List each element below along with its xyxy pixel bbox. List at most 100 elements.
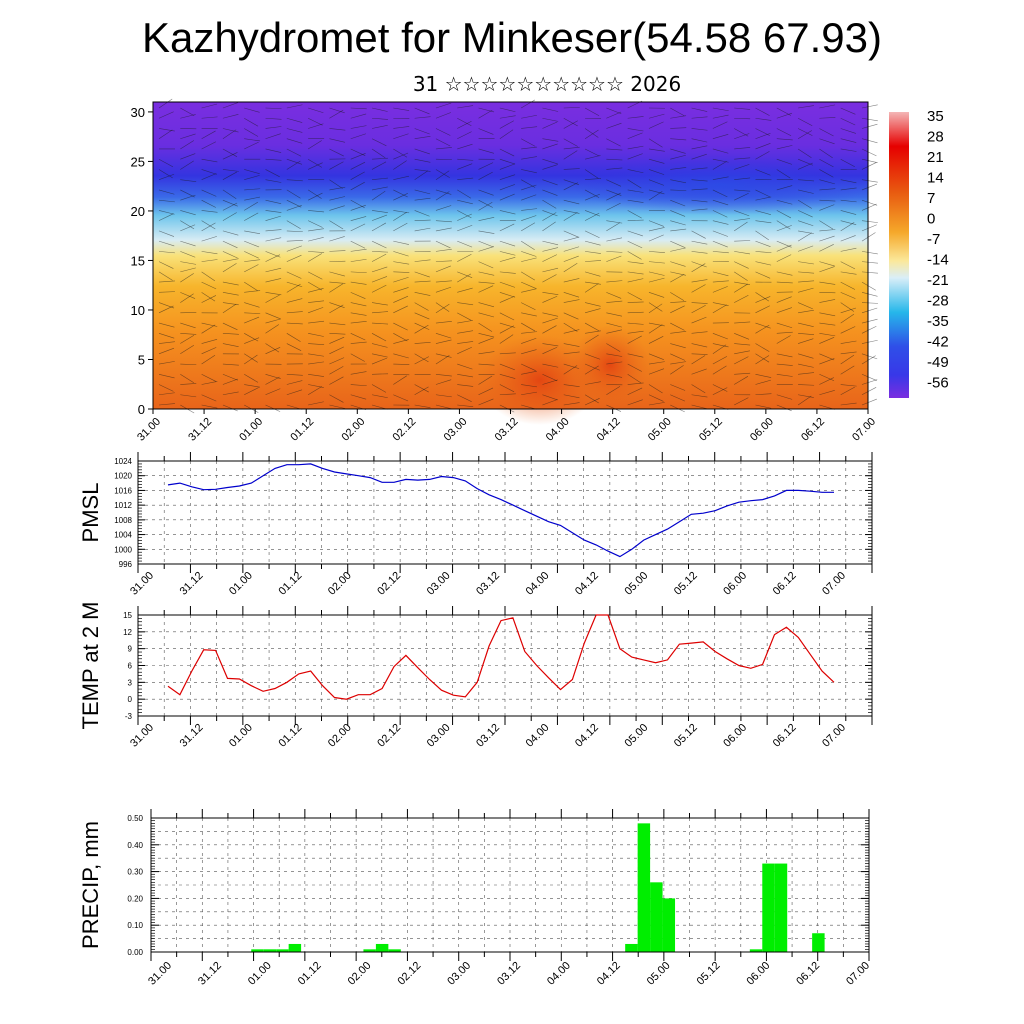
wind-barb [755, 355, 770, 365]
wind-barb [755, 393, 772, 396]
wind-barb [712, 384, 728, 392]
wind-barb [606, 222, 621, 232]
wind-barb [499, 363, 515, 371]
wind-barb [499, 163, 515, 170]
wind-barb [585, 251, 601, 254]
wind-barb [584, 365, 599, 375]
wind-barb [648, 158, 665, 164]
wind-barb [521, 288, 537, 293]
wind-barb [393, 107, 410, 111]
wind-barb [521, 156, 537, 160]
wind-barb [670, 353, 685, 361]
wind-barb [158, 98, 173, 109]
wind-barb [286, 117, 303, 123]
wind-barb [435, 147, 452, 150]
wind-barb [499, 384, 515, 393]
wind-barb [691, 188, 708, 191]
wind-barb [393, 287, 409, 293]
wind-barb [265, 318, 282, 324]
wind-barb [286, 343, 302, 351]
wind-barb [222, 171, 238, 180]
wind-barb [307, 253, 323, 262]
wind-barb [648, 324, 663, 334]
wind-barb [414, 136, 431, 140]
pmsl-y-ticks: 996 1000 1004 1008 1012 1016 1020 1024 [114, 457, 872, 569]
wind-barb [286, 254, 302, 262]
wind-barb [158, 158, 174, 168]
precip-x-tick-label: 31.12 [196, 960, 224, 988]
wind-barb [350, 320, 367, 324]
wind-barb [542, 121, 558, 129]
precip-bar [625, 943, 638, 952]
wind-barb [542, 107, 559, 112]
wind-barb [286, 298, 303, 303]
wind-barb [691, 167, 708, 170]
wind-barb [244, 281, 258, 292]
wind-barb [265, 117, 282, 120]
wind-barb [414, 197, 431, 201]
wind-barb [798, 261, 814, 265]
wind-barb [670, 115, 687, 119]
wind-barb [563, 212, 578, 221]
wind-barb [222, 189, 237, 200]
wind-barb [819, 199, 836, 202]
wind-barb [670, 228, 687, 232]
wind-barb [308, 123, 324, 129]
wind-barb [478, 189, 494, 196]
wind-barb [180, 345, 195, 355]
pmsl-x-tick-label: 06.00 [721, 570, 749, 598]
temp-y-tick-label: 6 [128, 662, 133, 671]
wind-barb [329, 333, 346, 335]
wind-barb [244, 264, 259, 273]
wind-barb [393, 126, 410, 129]
wind-barb [542, 254, 557, 262]
wind-barb [542, 143, 558, 150]
wind-barb [584, 189, 600, 198]
pmsl-y-tick-label: 1016 [114, 486, 132, 495]
wind-barb [691, 343, 708, 348]
wind-barb [542, 394, 558, 401]
colorbar-label: 14 [927, 170, 944, 187]
wind-barb [648, 322, 665, 327]
wind-barb [648, 277, 665, 283]
temp-y-tick-label: 3 [128, 678, 133, 687]
wind-barb [563, 246, 580, 252]
pmsl-x-tick-label: 03.12 [474, 570, 502, 598]
temp-x-tick-labels: 31.00 31.12 01.00 01.12 02.00 02.12 03.00 03.12… [128, 722, 848, 750]
wind-barb [670, 247, 686, 252]
wind-barb [755, 292, 770, 302]
wind-barb [606, 251, 623, 253]
wind-barb [286, 373, 303, 376]
wind-barb [201, 281, 217, 290]
temp-x-tick-label: 06.12 [771, 722, 799, 750]
wind-barb [755, 322, 771, 329]
wind-barb [499, 373, 516, 379]
wind-barb [840, 128, 857, 134]
wind-barb [563, 384, 580, 387]
wind-barb [499, 271, 516, 274]
wind-barb [286, 189, 301, 199]
wind-barb [563, 179, 580, 185]
wind-barb [372, 157, 389, 160]
wind-barb [542, 295, 558, 303]
wind-barb [670, 404, 685, 413]
colorbar-label: -56 [927, 375, 949, 392]
precip-x-tick-label: 06.00 [744, 960, 772, 988]
wind-barb [307, 271, 323, 280]
precip-x-tick-label: 04.12 [595, 960, 623, 988]
wind-barb [627, 153, 643, 160]
wind-barb [286, 322, 303, 325]
wind-barb [435, 339, 452, 344]
wind-barb [606, 329, 623, 334]
wind-barb [350, 341, 367, 344]
wind-barb [776, 271, 793, 276]
wind-barb [201, 354, 216, 365]
wind-barb [350, 240, 366, 249]
wind-barb [414, 342, 431, 344]
wind-barb [180, 189, 195, 198]
wind-barb [308, 210, 325, 213]
wind-barb [244, 259, 261, 262]
wind-barb [819, 244, 834, 252]
wind-barb [734, 333, 750, 340]
wind-barb [499, 292, 516, 298]
